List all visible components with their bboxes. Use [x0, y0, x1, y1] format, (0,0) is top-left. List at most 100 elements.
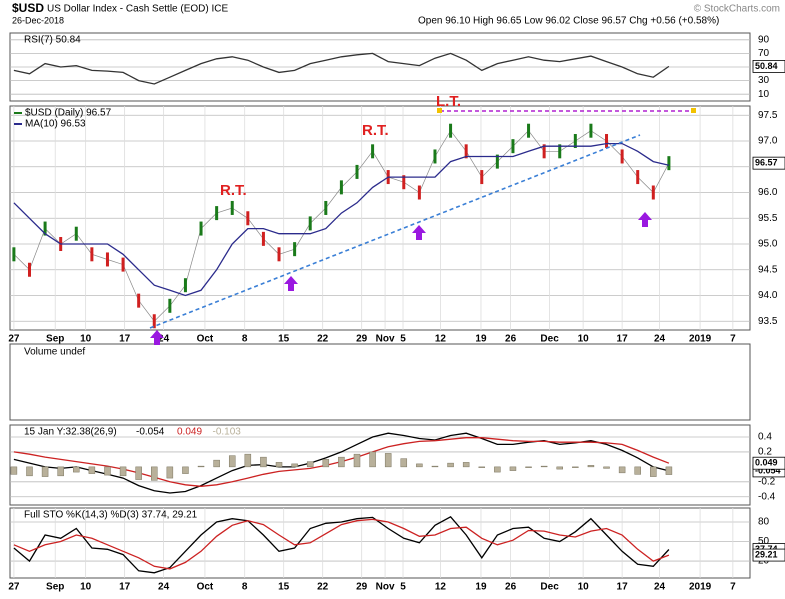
end-label-box — [752, 60, 785, 73]
y-tick-label: 96.0 — [758, 187, 778, 198]
legend-label: MA(10) 96.53 — [25, 119, 86, 130]
x-tick-label: 5 — [400, 334, 406, 345]
histogram-bar — [353, 453, 361, 468]
price-bar — [293, 242, 297, 257]
volume-title: Volume undef — [24, 347, 85, 358]
legend-label: -0.054 — [136, 427, 165, 438]
x-tick-label: 27 — [8, 582, 20, 593]
histogram-bar — [618, 466, 626, 474]
price-bar — [43, 221, 47, 236]
price-bar — [417, 185, 421, 200]
x-tick-label: Dec — [540, 582, 559, 593]
price-bar — [495, 154, 499, 169]
histogram-bar — [275, 462, 283, 468]
price-bar — [480, 170, 484, 185]
histogram-bar — [556, 466, 563, 470]
end-label: 29.21 — [755, 549, 778, 559]
x-tick-label: 2019 — [689, 334, 712, 345]
legend-label: $USD (Daily) 96.57 — [25, 108, 112, 119]
histogram-bar — [10, 466, 18, 475]
x-tick-label: 5 — [400, 582, 406, 593]
annotations-overlay — [149, 108, 696, 345]
y-tick-label: 94.5 — [758, 264, 778, 275]
histogram-bar — [384, 453, 392, 468]
histogram-bar — [525, 466, 532, 468]
price-bar — [199, 221, 203, 236]
price-bar — [402, 175, 406, 190]
y-tick-label: 30 — [758, 75, 770, 86]
price-bar — [589, 123, 593, 138]
histogram-bar — [197, 465, 205, 468]
x-tick-label: 26 — [505, 582, 517, 593]
price-bar — [558, 144, 562, 159]
instrument-name: US Dollar Index - Cash Settle (EOD) ICE — [47, 4, 228, 15]
arrow — [412, 225, 426, 240]
y-tick-label: 95.5 — [758, 213, 778, 224]
price-bar — [74, 226, 78, 241]
histogram-bar — [26, 466, 33, 477]
annotation: R.T. — [362, 122, 389, 139]
y-tick-label: 50 — [758, 536, 770, 547]
x-tick-label: 10 — [80, 582, 92, 593]
chart-date: 26-Dec-2018 — [12, 15, 64, 25]
histogram-bar — [462, 462, 470, 468]
annotation: R.T. — [220, 182, 247, 199]
x-tick-label: 7 — [730, 334, 736, 345]
histogram-bar — [322, 459, 330, 468]
y-tick-label: 97.5 — [758, 110, 778, 121]
line-handle — [437, 108, 442, 113]
x-tick-label: 17 — [119, 582, 131, 593]
y-tick-label: 0.4 — [758, 432, 772, 443]
y-tick-label: 0.2 — [758, 447, 772, 458]
price-bar — [449, 123, 453, 138]
legend-label: 0.049 — [177, 427, 202, 438]
price-bar — [152, 314, 156, 329]
price-bar — [246, 211, 250, 226]
x-tick-label: 22 — [317, 334, 329, 345]
y-tick-label: 97.0 — [758, 136, 778, 147]
histogram-bar — [338, 456, 345, 468]
series-line — [13, 142, 670, 297]
histogram-bar — [431, 465, 439, 468]
x-tick-label: 8 — [242, 582, 248, 593]
x-tick-label: 27 — [8, 334, 20, 345]
volume-panel — [9, 343, 751, 421]
price-bar — [371, 144, 375, 159]
histogram-bar — [416, 463, 423, 468]
plot-layer: 9070503010RSI(7) 50.8450.8497.597.096.59… — [8, 32, 785, 593]
histogram-bar — [244, 453, 252, 468]
series-line — [13, 432, 670, 494]
price-bar — [230, 200, 234, 215]
price-bar — [433, 149, 437, 164]
x-tick-label: Oct — [197, 334, 214, 345]
series-line — [13, 52, 670, 85]
price-bar — [605, 134, 609, 149]
legend-label: -0.103 — [213, 427, 242, 438]
end-label: 0.049 — [755, 458, 778, 468]
panel-frame — [9, 507, 751, 579]
x-tick-label: 19 — [475, 582, 487, 593]
x-tick-label: 24 — [654, 334, 666, 345]
price-bar — [12, 247, 16, 262]
histogram-bar — [166, 466, 174, 479]
x-tick-label: Sep — [46, 334, 64, 345]
histogram-bar — [540, 465, 548, 468]
end-label-box — [752, 156, 785, 170]
histogram-bar — [650, 466, 657, 477]
price-bar — [573, 134, 577, 149]
end-label: 96.57 — [755, 158, 778, 168]
price-bar — [277, 247, 281, 262]
y-tick-label: 90 — [758, 34, 770, 45]
y-tick-label: 10 — [758, 89, 770, 100]
histogram-bar — [587, 465, 595, 468]
y-tick-label: 80 — [758, 517, 770, 528]
x-tick-label: 17 — [119, 334, 131, 345]
x-tick-label: 10 — [578, 334, 590, 345]
price-bar — [137, 293, 141, 308]
end-label-box — [752, 456, 785, 470]
panel-title: RSI(7) 50.84 — [24, 35, 81, 46]
histogram-bar — [57, 466, 64, 477]
x-tick-label: 10 — [80, 334, 92, 345]
